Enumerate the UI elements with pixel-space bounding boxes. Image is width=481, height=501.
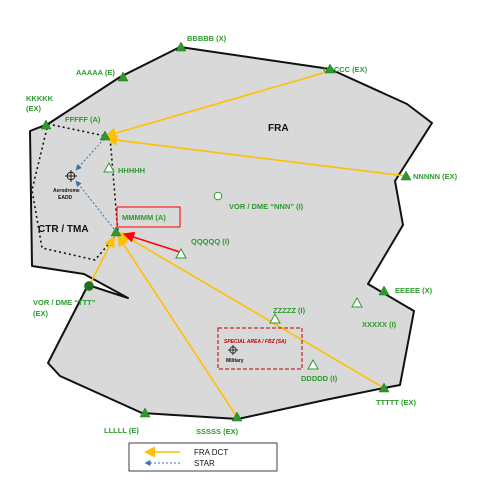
route-vorttt-mmmmm [88,236,115,287]
waypoint-sssss-icon [231,411,243,422]
point-labels: AAAAA (E) BBBBB (X) CCCCC (EX) KKKKK (EX… [26,34,458,436]
waypoint-fffff-icon [99,130,111,141]
fra-dct-routes [88,70,407,418]
waypoint-lllll-icon [139,407,151,418]
military-label: Military [226,358,244,364]
label-fffff: FFFFF (A) [65,115,101,124]
label-ddddd: DDDDD (I) [301,374,338,383]
waypoint-qqqqq-icon [175,247,187,259]
label-vor-ttt-type: (EX) [33,309,49,318]
waypoint-ddddd-icon [307,358,319,370]
legend-star-label: STAR [194,459,215,468]
on-request-waypoints [103,161,363,370]
label-vor-nnn: VOR / DME “NNN” (I) [229,202,304,211]
special-area-box [217,327,303,370]
waypoint-zzzzz-icon [269,312,281,324]
waypoint-ccccc-icon [324,63,336,74]
route-sssss-mmmmm [117,235,238,418]
label-lllll: LLLLL (E) [104,426,139,435]
aerodrome-code: EADD [58,195,73,201]
waypoint-ttttt-icon [378,382,390,393]
label-sssss: SSSSS (EX) [196,427,239,436]
aerodrome-label: Aerodrome [53,188,80,194]
label-qqqqq: QQQQQ (I) [191,237,230,246]
waypoint-xxxxx-icon [351,296,363,308]
label-xxxxx: XXXXX (I) [362,320,397,329]
label-aaaaa: AAAAA (E) [76,68,115,77]
label-hhhhh: HHHHH [118,166,145,175]
label-bbbbb: BBBBB (X) [187,34,227,43]
legend-fra-dct-label: FRA DCT [194,448,228,457]
vor-ttt-icon [84,281,94,291]
label-nnnnn: NNNNN (EX) [413,172,458,181]
label-mmmmm: MMMMM (A) [122,213,166,222]
legend: FRA DCT STAR [128,442,278,472]
waypoint-hhhhh-icon [103,161,115,173]
label-eeeee: EEEEE (X) [395,286,433,295]
label-vor-ttt: VOR / DME “TTT” [33,298,96,307]
star-fffff-aerodrome [75,138,105,171]
route-ttttt-mmmmm [119,232,385,389]
fra-region-label: FRA [268,123,289,134]
waypoint-eeeee-icon [378,285,390,296]
star-routes [75,138,115,230]
label-kkkkk-type: (EX) [26,104,42,113]
compulsory-waypoints [40,41,412,422]
aerodrome-icon [65,170,77,182]
route-nnnnn-fffff [105,134,407,177]
vor-nnn-icon [213,191,223,201]
label-ttttt: TTTTT (EX) [376,398,416,407]
waypoint-mmmmm-icon [110,226,122,237]
military-icon [228,345,238,355]
mmmmm-highlight-box [116,206,181,228]
label-ccccc: CCCCC (EX) [323,65,368,74]
waypoint-bbbbb-icon [175,41,187,52]
ctr-tma-label: CTR / TMA [38,224,89,235]
waypoint-nnnnn-icon [400,170,412,181]
label-kkkkk: KKKKK [26,94,54,103]
fra-airspace [29,46,433,420]
ctr-tma-boundary [31,123,119,261]
special-area-label: SPECIAL AREA / FBZ (SA) [224,339,287,345]
waypoint-kkkkk-icon [40,119,52,130]
route-ccccc-fffff [104,70,331,139]
label-zzzzz: ZZZZZ (I) [273,306,306,315]
route-qqqqq-mmmmm [122,231,181,253]
waypoint-aaaaa-icon [117,71,129,82]
